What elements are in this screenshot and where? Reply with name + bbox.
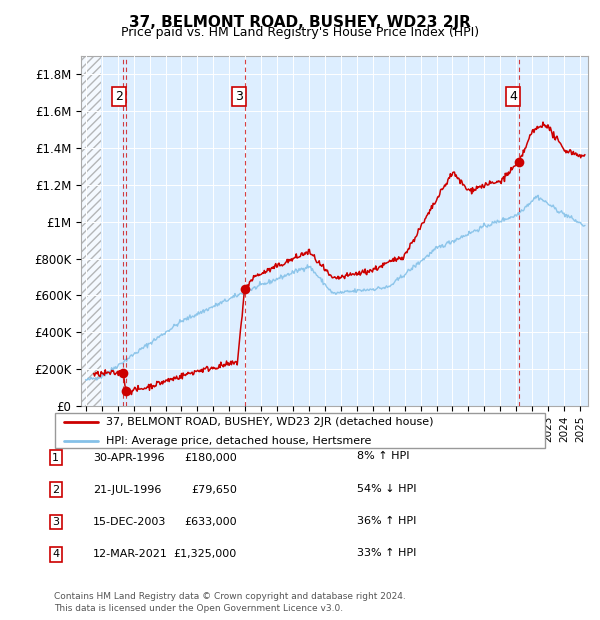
Text: 3: 3 bbox=[235, 90, 243, 103]
Text: £180,000: £180,000 bbox=[184, 453, 237, 463]
Text: 15-DEC-2003: 15-DEC-2003 bbox=[93, 517, 166, 527]
Text: 2: 2 bbox=[115, 90, 123, 103]
Text: £1,325,000: £1,325,000 bbox=[174, 549, 237, 559]
Text: 37, BELMONT ROAD, BUSHEY, WD23 2JR (detached house): 37, BELMONT ROAD, BUSHEY, WD23 2JR (deta… bbox=[106, 417, 433, 427]
Text: 54% ↓ HPI: 54% ↓ HPI bbox=[357, 484, 416, 494]
Text: 2: 2 bbox=[52, 485, 59, 495]
Text: 36% ↑ HPI: 36% ↑ HPI bbox=[357, 516, 416, 526]
Text: 12-MAR-2021: 12-MAR-2021 bbox=[93, 549, 168, 559]
FancyBboxPatch shape bbox=[55, 413, 545, 448]
Text: £79,650: £79,650 bbox=[191, 485, 237, 495]
Bar bbox=[81, 56, 101, 406]
Text: 21-JUL-1996: 21-JUL-1996 bbox=[93, 485, 161, 495]
Text: Price paid vs. HM Land Registry's House Price Index (HPI): Price paid vs. HM Land Registry's House … bbox=[121, 26, 479, 39]
Text: 4: 4 bbox=[509, 90, 517, 103]
Text: 3: 3 bbox=[52, 517, 59, 527]
Text: £633,000: £633,000 bbox=[184, 517, 237, 527]
Text: 1: 1 bbox=[52, 453, 59, 463]
Text: HPI: Average price, detached house, Hertsmere: HPI: Average price, detached house, Hert… bbox=[106, 436, 371, 446]
Text: 30-APR-1996: 30-APR-1996 bbox=[93, 453, 164, 463]
Text: 8% ↑ HPI: 8% ↑ HPI bbox=[357, 451, 409, 461]
Text: 4: 4 bbox=[52, 549, 59, 559]
Text: 33% ↑ HPI: 33% ↑ HPI bbox=[357, 548, 416, 558]
Text: Contains HM Land Registry data © Crown copyright and database right 2024.
This d: Contains HM Land Registry data © Crown c… bbox=[54, 591, 406, 613]
Text: 37, BELMONT ROAD, BUSHEY, WD23 2JR: 37, BELMONT ROAD, BUSHEY, WD23 2JR bbox=[129, 16, 471, 30]
